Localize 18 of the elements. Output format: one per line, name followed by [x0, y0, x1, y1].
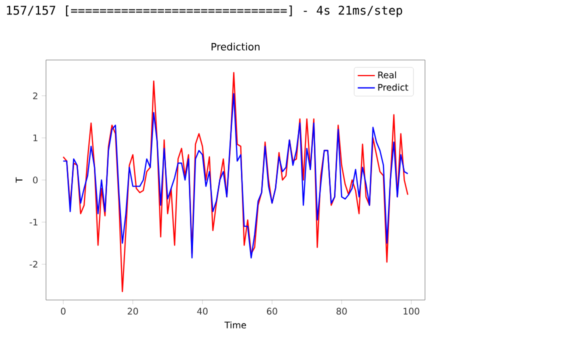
text: 157/157 [==============================] - 4s 21ms/step [6, 6, 402, 18]
x-tick-label: 100 [404, 308, 420, 315]
y-tick-label: 1 [33, 134, 38, 142]
x-tick-label: 60 [266, 308, 278, 315]
y-tick-label: -1 [30, 218, 38, 226]
y-tick-label: 2 [33, 92, 38, 100]
x-tick-label: 20 [128, 308, 138, 315]
y-axis-title: T [16, 177, 22, 183]
y-tick-label: 0 [33, 176, 38, 184]
x-tick-label: 0 [60, 308, 66, 315]
legend-label: Predict [378, 84, 408, 91]
legend-label: Real [378, 71, 396, 78]
y-tick-label: -2 [30, 260, 38, 268]
chart-title: Prediction [212, 42, 260, 50]
x-tick-label: 40 [197, 308, 208, 315]
x-axis-title: Time [224, 321, 246, 328]
line-series [62, 72, 408, 292]
x-tick-label: 80 [336, 308, 347, 315]
